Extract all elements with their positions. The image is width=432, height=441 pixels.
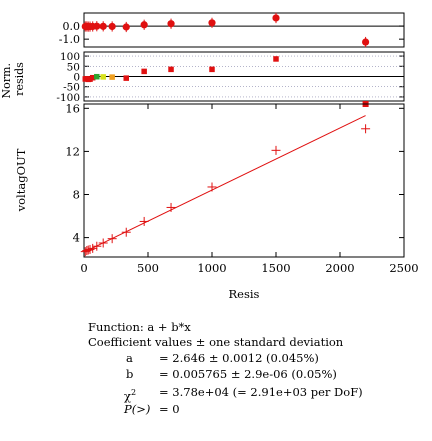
param-name: a — [126, 351, 133, 365]
data-point — [362, 36, 370, 48]
main-plot-frame — [83, 103, 405, 258]
data-point — [140, 19, 148, 30]
data-point — [139, 216, 149, 226]
param-value: = 2.646 ± 0.0012 (0.045%) — [159, 351, 319, 365]
data-point — [83, 245, 93, 255]
chi-power: 2 — [130, 388, 137, 397]
main-fit-panel: 16 12 8 4 0 500 1000 1500 2000 2500 voltagOUT Res… — [14, 101, 419, 301]
main-ylabel: voltagOUT — [14, 148, 28, 212]
fit-function-label: Function: a + b*x — [88, 320, 191, 334]
ytick-label: -1.0 — [59, 33, 80, 46]
xtick-label: 0 — [80, 261, 87, 275]
param-name: b — [126, 367, 134, 381]
main-xlabel: Resis — [229, 287, 260, 301]
data-point — [100, 74, 106, 80]
data-point — [107, 234, 117, 244]
xtick-label: 2000 — [325, 261, 354, 275]
ytick-label: 16 — [65, 101, 80, 115]
ytick-label: 0.0 — [63, 20, 81, 33]
xtick-label: 500 — [137, 261, 159, 275]
data-point — [92, 241, 102, 251]
data-point — [207, 182, 217, 192]
data-point — [166, 202, 176, 212]
p-value: = 0 — [159, 402, 180, 416]
ytick-label: -50 — [63, 82, 80, 94]
data-point — [109, 74, 115, 80]
chi-symbol: χ — [124, 388, 131, 403]
data-point — [108, 21, 116, 32]
data-point — [271, 145, 281, 155]
ytick-label: 100 — [60, 51, 80, 63]
data-point — [98, 238, 108, 248]
data-point — [273, 56, 279, 62]
data-point — [167, 18, 175, 29]
data-point — [272, 12, 280, 24]
ytick-label: 8 — [73, 188, 80, 202]
p-value-row: P(>) = 0 — [88, 402, 388, 418]
data-point — [88, 243, 98, 253]
residuals-top-frame — [83, 12, 405, 48]
data-point — [93, 21, 101, 32]
xtick-label: 1500 — [261, 261, 290, 275]
param-row-a: a = 2.646 ± 0.0012 (0.045%) — [88, 351, 388, 367]
xtick-label: 1000 — [197, 261, 226, 275]
param-row-b: b = 0.005765 ± 2.9e-06 (0.05%) — [88, 367, 388, 383]
residuals-top-panel: 0.0-1.0 — [59, 12, 405, 48]
data-point — [121, 227, 131, 237]
data-point — [99, 21, 107, 32]
data-point — [141, 68, 147, 75]
ytick-label: 50 — [67, 61, 80, 73]
chi-square-label: χ2 — [124, 385, 136, 404]
data-point — [89, 74, 96, 81]
chi-square-row: χ2 = 3.78e+04 (= 2.91e+03 per DoF) — [88, 385, 408, 404]
chi-square-value: = 3.78e+04 (= 2.91e+03 per DoF) — [159, 385, 363, 399]
ytick-label: 12 — [65, 144, 80, 158]
ytick-label: -100 — [56, 92, 80, 104]
xtick-label: 2500 — [389, 261, 418, 275]
data-point — [122, 21, 130, 33]
param-value: = 0.005765 ± 2.9e-06 (0.05%) — [159, 367, 337, 381]
data-point — [168, 66, 174, 73]
data-point — [361, 124, 371, 134]
ytick-label: 4 — [73, 231, 80, 245]
residuals-normalized-ylabel: Norm. resids — [0, 60, 26, 99]
data-point — [94, 73, 100, 80]
data-point — [208, 17, 216, 28]
p-label: P(>) — [124, 402, 151, 416]
fit-line — [83, 115, 366, 253]
ytick-label: 0 — [73, 72, 80, 84]
fit-coefficient-label: Coefficient values ± one standard deviat… — [88, 335, 344, 349]
data-point — [123, 75, 129, 81]
data-point — [209, 66, 215, 73]
